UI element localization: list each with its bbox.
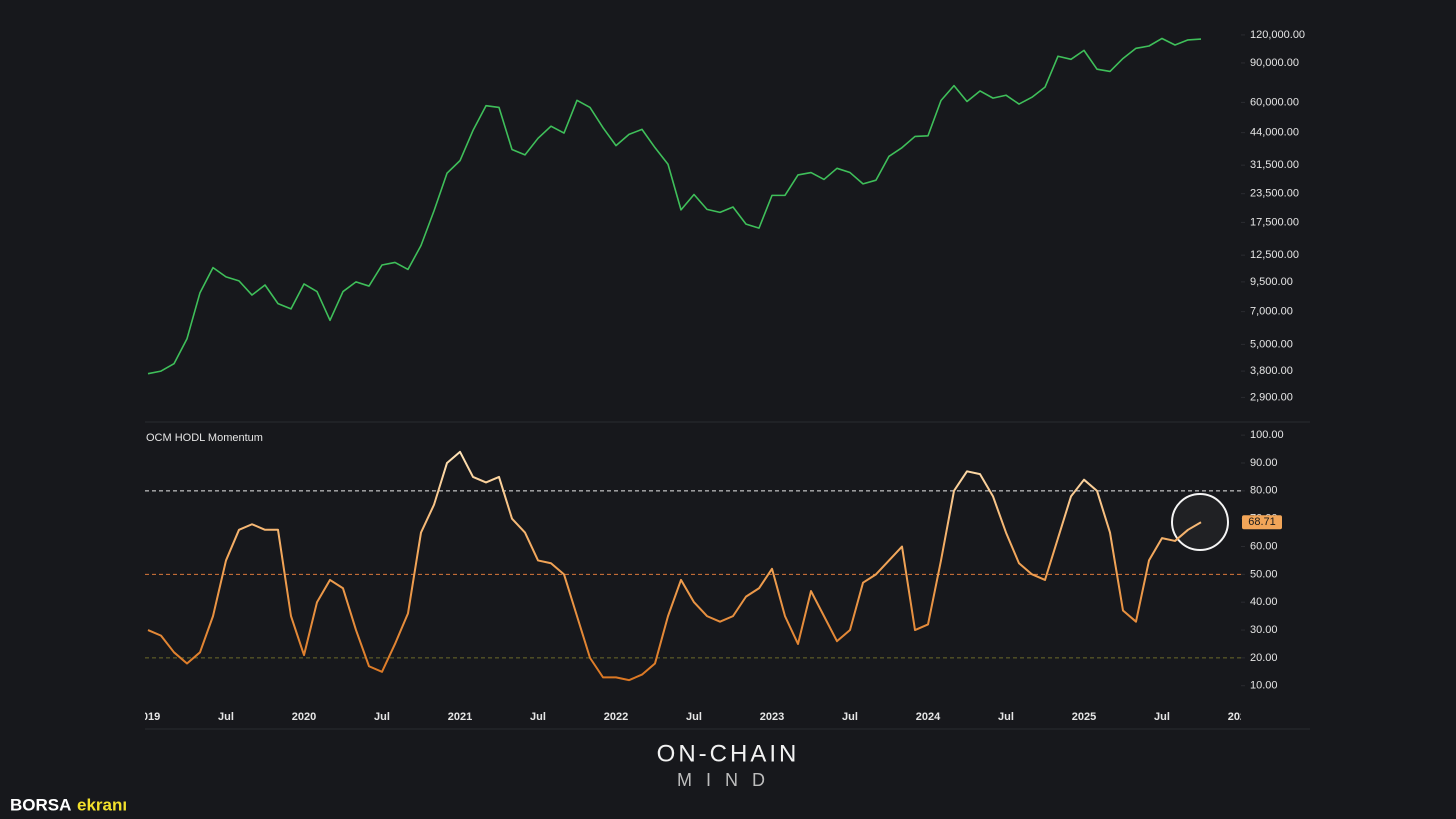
x-tick-label: Jul <box>998 711 1014 723</box>
y-tick-label: 44,000.00 <box>1250 127 1299 139</box>
y-tick-label: 2,900.00 <box>1250 391 1293 403</box>
x-tick-label: Jul <box>374 711 390 723</box>
y-tick-label: 90.00 <box>1250 457 1278 469</box>
y-tick-label: 10.00 <box>1250 680 1278 692</box>
y-tick-label: 60.00 <box>1250 540 1278 552</box>
y-tick-label: 90,000.00 <box>1250 57 1299 69</box>
y-tick-label: 3,800.00 <box>1250 365 1293 377</box>
y-tick-label: 30.00 <box>1250 624 1278 636</box>
data-line <box>147 37 1202 375</box>
y-tick-label: 40.00 <box>1250 596 1278 608</box>
x-tick-label: 2021 <box>448 711 472 723</box>
last-value-badge <box>1242 515 1282 530</box>
x-tick-label: 2019 <box>136 711 160 723</box>
y-tick-label: 9,500.00 <box>1250 276 1293 288</box>
x-tick-label: 2025 <box>1072 711 1096 723</box>
y-tick-label: 5,000.00 <box>1250 338 1293 350</box>
x-tick-label: Jul <box>1154 711 1170 723</box>
y-tick-label: 120,000.00 <box>1250 29 1305 41</box>
y-tick-label: 50.00 <box>1250 568 1278 580</box>
brand-bottom: MIND <box>677 770 779 790</box>
y-tick-label: 31,500.00 <box>1250 159 1299 171</box>
y-tick-label: 23,500.00 <box>1250 188 1299 200</box>
y-tick-label: 17,500.00 <box>1250 216 1299 228</box>
watermark-first: BORSA <box>10 795 71 814</box>
y-tick-label: 7,000.00 <box>1250 306 1293 318</box>
data-line <box>147 450 1202 682</box>
x-tick-label: 2020 <box>292 711 316 723</box>
y-tick-label: 20.00 <box>1250 652 1278 664</box>
x-tick-label: 2024 <box>916 711 941 723</box>
x-tick-label: 2023 <box>760 711 784 723</box>
x-tick-label: Jul <box>530 711 546 723</box>
x-tick-label: 2022 <box>604 711 628 723</box>
x-tick-label: Jul <box>218 711 234 723</box>
x-axis: 2019 Jul 2020 Jul 2021 Jul 2022 Jul 2023 Jul 2024 J… <box>136 711 1252 723</box>
y-tick-label: 12,500.00 <box>1250 249 1299 261</box>
x-tick-label: Jul <box>686 711 702 723</box>
last-value-label: 68.71 <box>1248 516 1276 528</box>
indicator-title: OCM HODL Momentum <box>146 432 263 444</box>
x-tick-label: Jul <box>842 711 858 723</box>
y-tick-label: 60,000.00 <box>1250 96 1299 108</box>
y-tick-label: 80.00 <box>1250 485 1278 497</box>
brand-top: ON-CHAIN <box>657 740 800 767</box>
x-tick-label: 2026 <box>1228 711 1252 723</box>
y-tick-label: 100.00 <box>1250 429 1284 441</box>
watermark-second: ekranı <box>77 795 127 814</box>
